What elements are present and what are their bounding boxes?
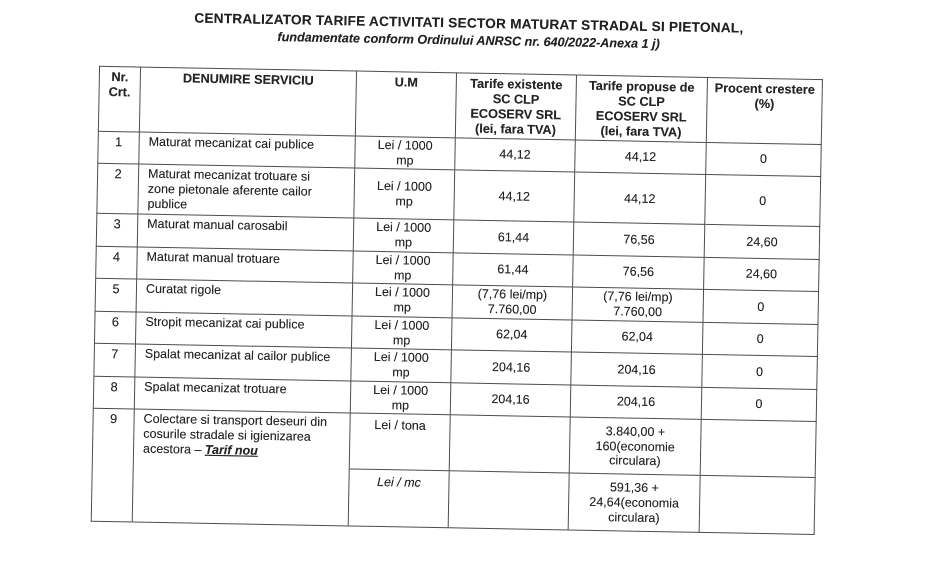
header-nr-crt: Nr. Crt.	[98, 66, 141, 132]
cell-service: Maturat mecanizat trotuare si zone pieto…	[137, 164, 355, 219]
cell-um: Lei / 1000 mp	[352, 250, 454, 286]
cell-increase-percent	[700, 419, 817, 478]
cell-increase-percent: 24,60	[704, 224, 820, 260]
table-row: 9 Colectare si transport deseuri din cos…	[91, 408, 817, 527]
cell-increase-percent: 0	[705, 142, 822, 177]
cell-existing-tariff: 44,12	[454, 137, 576, 173]
cell-existing-tariff: 62,04	[451, 317, 572, 353]
cell-proposed-tariff: 44,12	[574, 139, 707, 175]
cell-proposed-tariff: 204,16	[570, 352, 703, 388]
cell-nr: 3	[96, 213, 138, 247]
cell-existing-tariff: (7,76 lei/mp) 7.760,00	[452, 285, 573, 320]
cell-nr: 5	[95, 278, 137, 312]
service-new-tariff-label: Tarif nou	[204, 442, 259, 458]
cell-proposed-tariff: 591,36 + 24,64(economia circulara)	[568, 473, 701, 533]
tariff-table: Nr. Crt. DENUMIRE SERVICIU U.M Tarife ex…	[91, 66, 823, 536]
cell-nr: 9	[91, 408, 135, 523]
cell-service: Colectare si transport deseuri din cosur…	[132, 409, 351, 527]
cell-increase-percent: 0	[701, 354, 818, 390]
cell-increase-percent: 24,60	[703, 257, 820, 292]
cell-um: Lei / 1000 mp	[353, 218, 454, 253]
header-um: U.M	[355, 71, 457, 138]
cell-service: Maturat manual carosabil	[137, 214, 354, 251]
cell-nr: 1	[97, 131, 140, 165]
cell-um: Lei / tona	[349, 413, 451, 472]
cell-proposed-tariff: 44,12	[573, 172, 706, 225]
cell-proposed-tariff: 76,56	[572, 254, 705, 290]
cell-um: Lei / 1000 mp	[354, 135, 456, 171]
cell-service: Spalat mecanizat trotuare	[134, 376, 351, 414]
cell-increase-percent: 0	[702, 322, 818, 357]
cell-nr: 6	[94, 311, 137, 345]
cell-um: Lei / 1000 mp	[353, 168, 455, 221]
cell-proposed-tariff: 3.840,00 + 160(economie circulara)	[569, 417, 702, 476]
cell-existing-tariff	[449, 415, 571, 474]
cell-increase-percent: 0	[702, 289, 819, 325]
cell-um: Lei / 1000 mp	[351, 315, 453, 351]
header-procent-crestere: Procent crestere (%)	[706, 77, 823, 145]
cell-service: Stropit mecanizat cai publice	[135, 311, 353, 349]
cell-existing-tariff: 61,44	[452, 252, 574, 288]
cell-service: Spalat mecanizat al cailor publice	[134, 344, 352, 381]
cell-proposed-tariff: 62,04	[571, 319, 703, 355]
cell-increase-percent: 0	[701, 387, 817, 422]
cell-increase-percent: 0	[704, 174, 821, 227]
cell-existing-tariff: 44,12	[453, 170, 575, 223]
cell-increase-percent	[699, 475, 816, 535]
header-tarife-existente: Tarife existente SC CLP ECOSERV SRL (lei…	[455, 72, 577, 140]
header-denumire-serviciu: DENUMIRE SERVICIU	[139, 67, 357, 136]
cell-proposed-tariff: 204,16	[570, 384, 702, 420]
document-header: CENTRALIZATOR TARIFE ACTIVITATI SECTOR M…	[1, 7, 936, 56]
cell-proposed-tariff: 76,56	[573, 222, 705, 258]
cell-service: Maturat manual trotuare	[136, 246, 354, 284]
cell-existing-tariff: 204,16	[450, 382, 571, 418]
cell-nr: 8	[93, 376, 135, 410]
header-tarife-propuse: Tarife propuse de SC CLP ECOSERV SRL (le…	[575, 75, 708, 143]
cell-nr: 7	[93, 343, 136, 377]
cell-um: Lei / mc	[348, 469, 450, 529]
cell-um: Lei / 1000 mp	[352, 283, 453, 318]
cell-um: Lei / 1000 mp	[350, 348, 452, 383]
cell-service: Curatat rigole	[136, 279, 353, 316]
cell-um: Lei / 1000 mp	[350, 380, 451, 416]
cell-existing-tariff: 204,16	[450, 350, 572, 385]
cell-proposed-tariff: (7,76 lei/mp) 7.760,00	[571, 287, 704, 323]
cell-service: Maturat mecanizat cai publice	[138, 131, 356, 169]
cell-existing-tariff	[448, 471, 570, 531]
cell-existing-tariff: 61,44	[453, 220, 574, 255]
cell-nr: 2	[96, 163, 139, 215]
cell-nr: 4	[95, 246, 138, 280]
